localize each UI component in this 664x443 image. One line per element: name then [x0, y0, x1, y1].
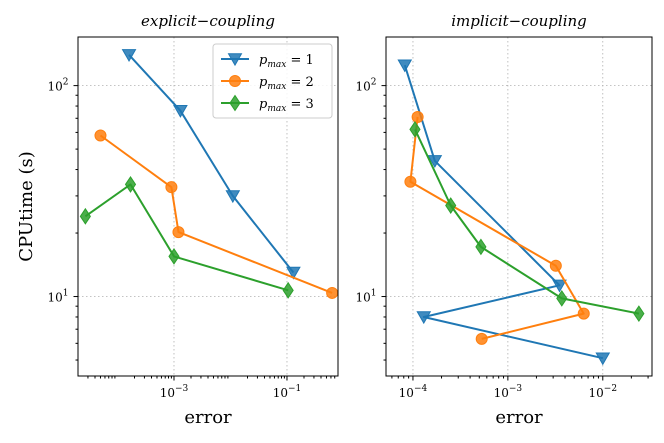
legend-label-var: p [259, 75, 268, 90]
x-tick-label-base: 10 [494, 386, 509, 400]
data-point-pmax-2 [404, 175, 417, 188]
legend-label-eq: = 2 [286, 75, 313, 90]
legend-label-eq: = 1 [286, 53, 313, 68]
data-point-pmax-2 [475, 332, 488, 345]
y-axis-label: CPUtime (s) [16, 151, 37, 261]
legend-label-pmax-3: pmax = 3 [259, 97, 314, 114]
series-line-pmax-3 [84, 183, 289, 292]
y-tick-label-exp: 2 [371, 78, 377, 88]
y-tick-label: 101 [355, 289, 376, 305]
x-tick-label: 10−4 [399, 384, 428, 400]
x-tick-label: 10−3 [494, 384, 523, 400]
x-tick-label-base: 10 [399, 386, 414, 400]
legend-marker-pmax-2 [229, 75, 241, 87]
data-point-pmax-1 [225, 190, 241, 204]
data-point-pmax-3 [168, 247, 180, 265]
data-point-pmax-3 [475, 238, 487, 256]
data-point-pmax-2 [549, 259, 562, 272]
data-point-pmax-3 [633, 305, 645, 323]
legend-label-pmax-2: pmax = 2 [259, 75, 314, 92]
data-point-pmax-2 [165, 181, 178, 194]
y-tick-label-exp: 2 [63, 78, 69, 88]
series-line-pmax-3 [414, 128, 640, 315]
data-point-pmax-1 [552, 279, 567, 293]
x-tick-label-base: 10 [589, 386, 604, 400]
x-tick-label-exp: −4 [414, 384, 428, 394]
series-line-pmax-1 [128, 54, 295, 274]
series-line-pmax-2 [409, 116, 585, 340]
y-tick-label-base: 10 [355, 291, 370, 305]
data-point-pmax-3 [445, 197, 457, 214]
legend-label-eq: = 3 [286, 97, 313, 112]
chart-title: implicit−coupling [451, 12, 587, 30]
y-tick-label-exp: 1 [371, 289, 377, 299]
data-point-pmax-3 [79, 207, 91, 225]
y-tick-label: 102 [47, 78, 68, 94]
y-tick-label: 102 [355, 78, 376, 94]
x-tick-label: 10−3 [160, 384, 189, 400]
series-line-pmax-2 [99, 134, 333, 294]
data-point-pmax-2 [326, 286, 339, 299]
y-tick-label-base: 10 [47, 80, 62, 94]
data-point-pmax-3 [556, 289, 568, 307]
y-tick-label-base: 10 [355, 80, 370, 94]
data-point-pmax-1 [121, 49, 137, 62]
chart-title: explicit−coupling [141, 12, 275, 30]
legend-label-pmax-1: pmax = 1 [259, 53, 314, 70]
data-point-pmax-1 [397, 59, 413, 73]
plot-frame [385, 36, 653, 377]
data-point-pmax-2 [577, 307, 590, 320]
data-point-pmax-1 [595, 352, 611, 366]
y-tick-label: 101 [47, 289, 68, 305]
series-line-pmax-1 [403, 64, 604, 360]
data-point-pmax-3 [124, 176, 137, 193]
x-tick-label: 10−2 [589, 384, 618, 400]
data-point-pmax-2 [172, 226, 185, 239]
x-tick-label-base: 10 [273, 386, 288, 400]
legend-marker-pmax-1 [227, 53, 243, 67]
legend-label-sub: max [267, 82, 286, 92]
x-tick-label-base: 10 [160, 386, 175, 400]
legend-label-sub: max [267, 60, 286, 70]
legend-label-sub: max [267, 104, 286, 114]
x-tick-label-exp: −1 [288, 384, 301, 394]
panel-explicit-coupling: 10−3 10−1101102explicit−couplingerrorCPUt… [16, 12, 339, 428]
data-point-pmax-3 [409, 120, 421, 138]
x-axis-label: error [495, 407, 543, 428]
data-point-pmax-1 [173, 105, 188, 118]
data-point-pmax-3 [282, 281, 294, 299]
legend-box [212, 43, 333, 119]
data-point-pmax-1 [427, 155, 443, 168]
x-tick-label-exp: −3 [509, 384, 523, 394]
data-point-pmax-1 [416, 311, 432, 325]
x-axis-label: error [184, 407, 232, 428]
y-tick-label-exp: 1 [63, 289, 69, 299]
legend-marker-pmax-3 [229, 94, 241, 112]
legend-label-var: p [259, 53, 268, 68]
legend-label-var: p [259, 97, 268, 112]
x-tick-label-exp: −3 [175, 384, 189, 394]
plot-frame [77, 36, 339, 377]
data-point-pmax-1 [286, 266, 301, 280]
x-tick-label-exp: −2 [604, 384, 617, 394]
y-tick-label-base: 10 [47, 291, 62, 305]
data-point-pmax-2 [411, 110, 424, 123]
data-point-pmax-2 [94, 129, 107, 142]
x-tick-label: 10−1 [273, 384, 302, 400]
